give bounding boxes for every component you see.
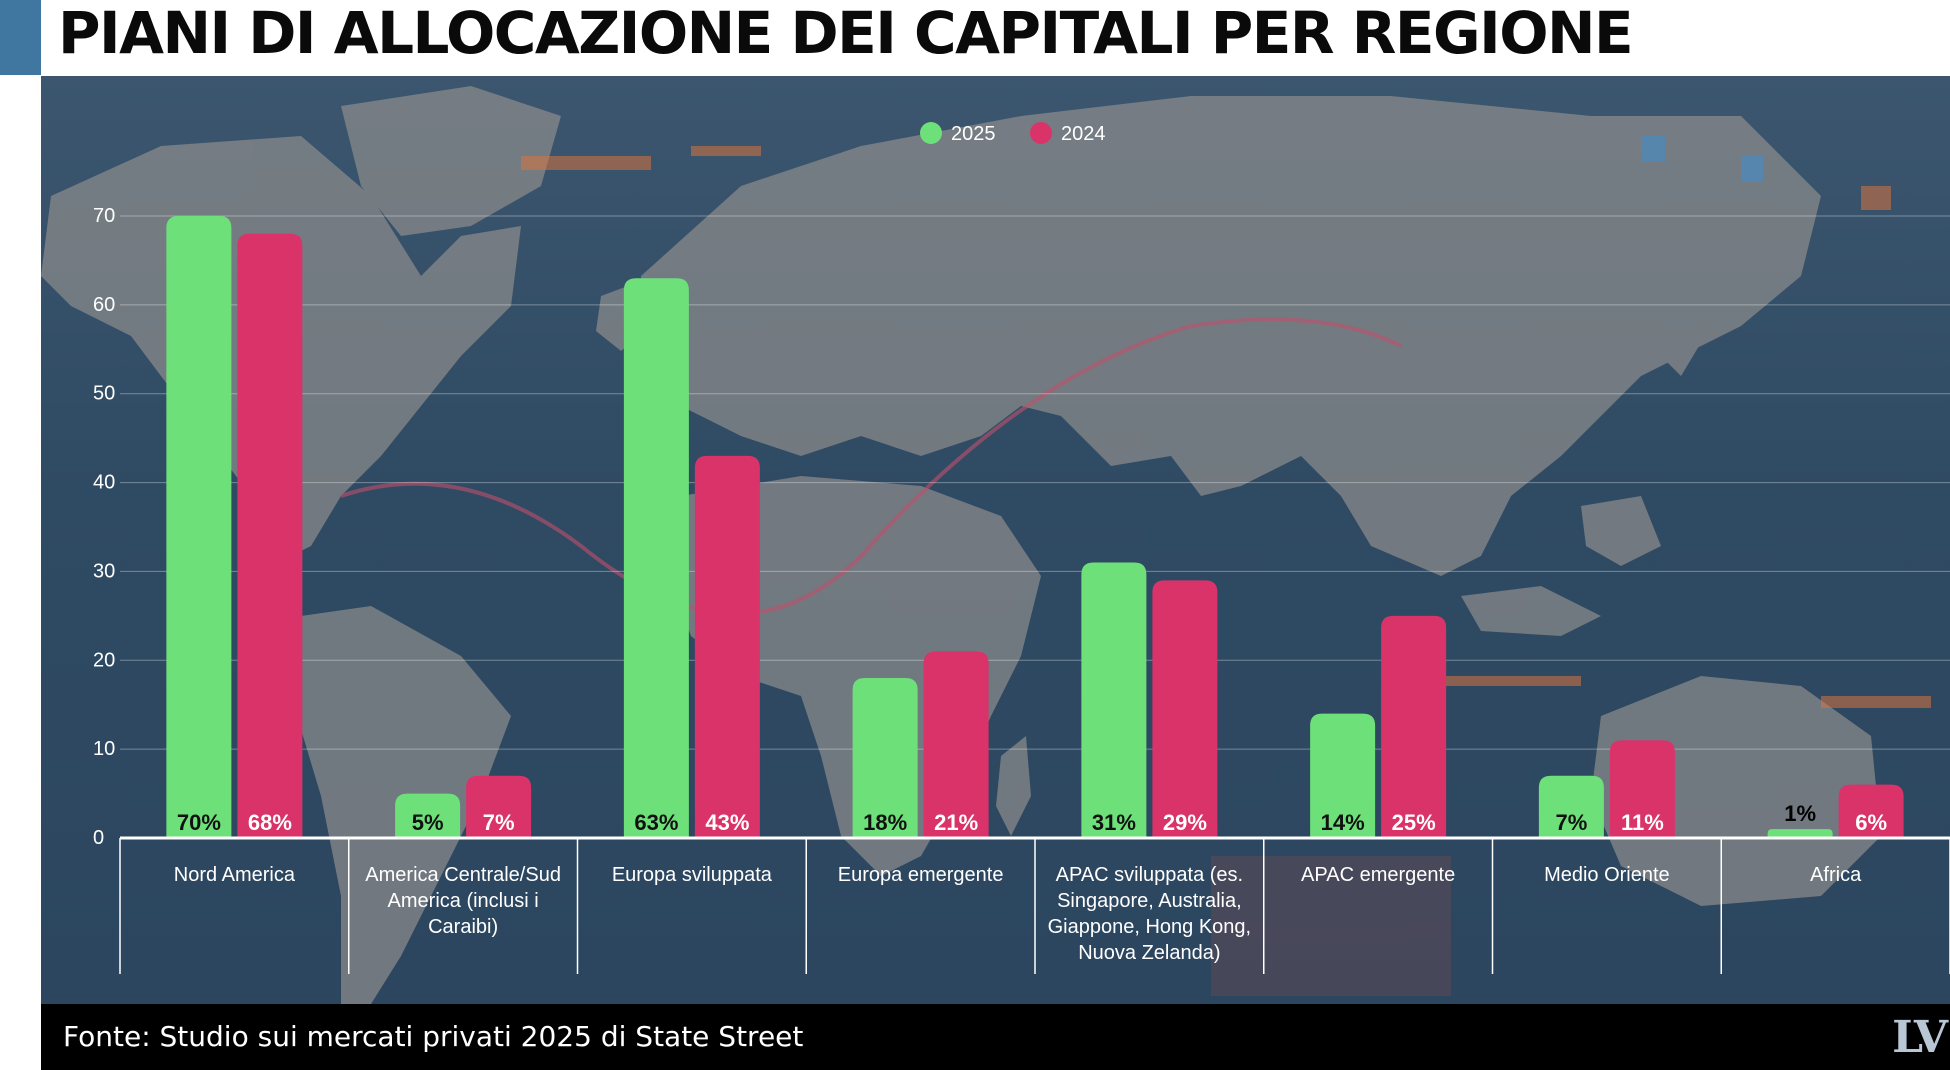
- chart-panel: 0 10 20 30 40 50 60 70 2025 2024 70% 68% 5% 7% 63% 43…: [41, 76, 1950, 1004]
- bar-2024: [1609, 740, 1675, 838]
- y-tick-label: 40: [93, 472, 115, 494]
- bar-value-label: 31%: [1092, 810, 1136, 835]
- y-tick-label: 20: [93, 649, 115, 671]
- x-tick-label: APAC sviluppata (es. Singapore, Australia…: [1048, 864, 1252, 964]
- bar-2025: [623, 278, 689, 838]
- bar-value-label: 63%: [634, 810, 678, 835]
- y-tick-label: 0: [93, 827, 104, 849]
- bar-2025: [1767, 829, 1833, 838]
- bar-value-label: 1%: [1784, 801, 1816, 826]
- bar-value-label: 11%: [1621, 810, 1664, 835]
- title-accent-block: [0, 0, 41, 75]
- legend-marker-2025: [920, 122, 942, 144]
- bar-value-label: 21%: [934, 810, 978, 835]
- y-tick-label: 70: [93, 205, 115, 227]
- x-tick-label: Europa sviluppata: [612, 864, 773, 886]
- bar-value-label: 14%: [1321, 810, 1365, 835]
- chart-legend: 2025 2024: [920, 122, 1106, 145]
- x-tick-label: Medio Oriente: [1544, 864, 1670, 886]
- bar-value-label: 25%: [1392, 810, 1436, 835]
- y-tick-label: 30: [93, 560, 115, 582]
- y-tick-label: 60: [93, 294, 115, 316]
- lv-logo: LV: [1892, 1012, 1948, 1063]
- bar-2024: [466, 775, 532, 838]
- bar-value-label: 5%: [412, 810, 444, 835]
- x-tick-label: America Centrale/Sud America (inclusi i Ca…: [365, 864, 561, 938]
- legend-label-2025: 2025: [951, 123, 996, 145]
- y-tick-label: 10: [93, 738, 115, 760]
- bar-value-label: 29%: [1163, 810, 1207, 835]
- y-tick-label: 50: [93, 383, 115, 405]
- bar-2025: [166, 216, 232, 838]
- bar-2024: [923, 651, 989, 838]
- bar-value-label: 7%: [1555, 810, 1587, 835]
- bar-value-label: 70%: [177, 810, 221, 835]
- bar-2025: [1538, 775, 1604, 838]
- bar-2024: [1152, 580, 1218, 838]
- footer-bar: Fonte: Studio sui mercati privati 2025 d…: [41, 1004, 1950, 1070]
- x-tick-label: Nord America: [174, 864, 296, 886]
- bar-value-label: 6%: [1855, 810, 1887, 835]
- bar-2024: [237, 233, 303, 838]
- x-tick-label: Europa emergente: [838, 864, 1004, 886]
- bar-chart: 0 10 20 30 40 50 60 70 2025 2024 70% 68% 5% 7% 63% 43…: [93, 122, 1950, 974]
- bar-value-label: 68%: [248, 810, 292, 835]
- bar-value-label: 7%: [483, 810, 515, 835]
- bar-2025: [1310, 713, 1376, 838]
- page-title: PIANI DI ALLOCAZIONE DEI CAPITALI PER RE…: [58, 0, 1634, 67]
- bar-2025: [395, 793, 461, 838]
- x-tick-label: Africa: [1810, 864, 1862, 886]
- bar-value-label: 18%: [863, 810, 907, 835]
- bar-2024: [1838, 784, 1904, 838]
- bar-2025: [1081, 562, 1147, 838]
- x-tick-label: APAC emergente: [1301, 864, 1455, 886]
- bar-2024: [1381, 615, 1447, 838]
- source-text: Fonte: Studio sui mercati privati 2025 d…: [63, 1020, 804, 1053]
- legend-label-2024: 2024: [1061, 123, 1106, 145]
- legend-marker-2024: [1030, 122, 1052, 144]
- world-map-background-image: [41, 86, 1931, 1004]
- bar-2024: [694, 455, 760, 838]
- bar-2025: [852, 678, 918, 838]
- bar-value-label: 43%: [705, 810, 749, 835]
